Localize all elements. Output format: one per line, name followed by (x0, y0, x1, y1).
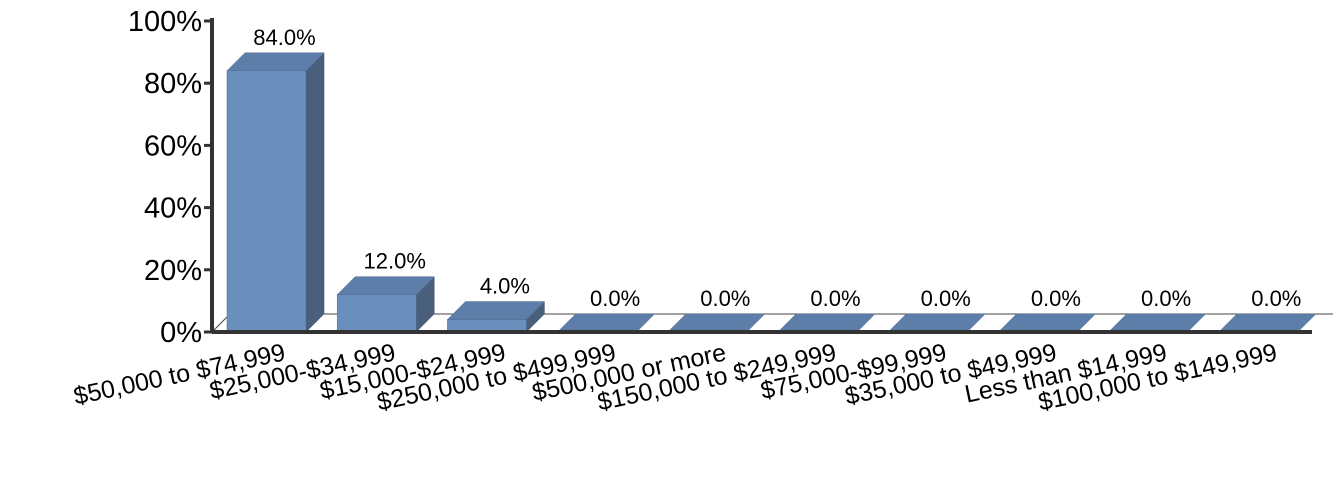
bar-top-face (667, 313, 766, 333)
bar-data-label: 0.0% (1251, 286, 1301, 311)
bar (1107, 313, 1207, 333)
bar-front-face (336, 294, 417, 333)
y-tick-label: 80% (144, 68, 202, 100)
bar-side-face (305, 52, 325, 333)
bar-data-label: 12.0% (364, 249, 426, 274)
bar-front-face (226, 70, 307, 333)
x-axis: $50,000 to $74,999$25,000-$34,999$15,000… (71, 330, 1312, 416)
bar-data-label: 0.0% (590, 286, 640, 311)
y-tick-label: 40% (144, 193, 202, 225)
bar-top-face (226, 52, 325, 72)
bar-data-label: 84.0% (253, 25, 315, 50)
bar-top-face (446, 301, 546, 320)
bar (777, 313, 876, 333)
bar (1218, 313, 1317, 333)
bar-top-face (777, 313, 876, 333)
y-axis: 0% 20% 40% 60% 80% 100% (128, 6, 1333, 349)
bar-data-label: 4.0% (480, 274, 530, 299)
bar (887, 313, 986, 333)
bar (556, 313, 656, 333)
bar-top-face (887, 313, 986, 333)
bar-top-face (556, 313, 656, 333)
y-tick-label: 60% (144, 130, 202, 162)
bar (667, 313, 766, 333)
y-tick-label: 0% (160, 317, 202, 349)
bar (997, 313, 1097, 333)
bar-data-label: 0.0% (921, 286, 971, 311)
bar-data-label: 0.0% (1031, 286, 1081, 311)
bar (446, 300, 546, 333)
bar-data-label: 0.0% (810, 286, 860, 311)
bar (336, 276, 435, 333)
bar-top-face (997, 313, 1097, 333)
bar-top-face (1218, 313, 1317, 333)
y-tick-label: 100% (128, 6, 202, 38)
y-tick-label: 20% (144, 255, 202, 287)
bar-top-face (336, 276, 435, 295)
bar-data-label: 0.0% (1141, 286, 1191, 311)
bars (226, 52, 1317, 333)
bar (226, 52, 325, 333)
bar-data-label: 0.0% (700, 286, 750, 311)
data-labels: 84.0% 12.0% 4.0% 0.0% 0.0% 0.0% 0.0% 0.0% 0.0% 0.… (253, 25, 1301, 311)
bar-top-face (1107, 313, 1207, 333)
